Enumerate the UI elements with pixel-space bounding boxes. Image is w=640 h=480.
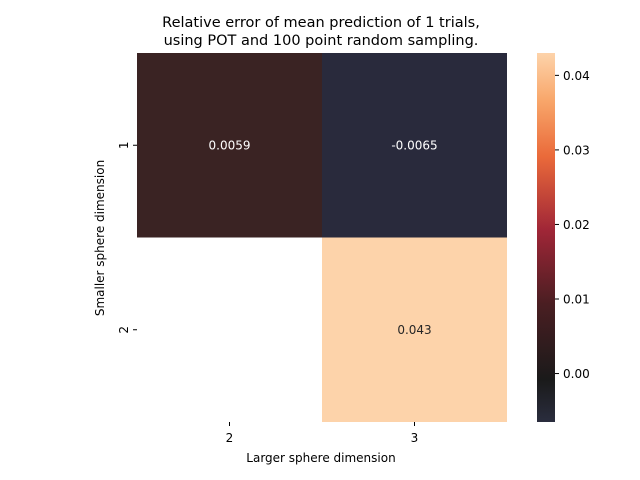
colorbar-tick-label: 0.02: [563, 218, 590, 232]
heatmap-cell-r0-c0: [137, 53, 322, 238]
heatmap-cells: 0.0059 -0.0065 0.043: [137, 53, 507, 422]
heatmap-cell-r1-c1: [322, 237, 507, 422]
colorbar: [537, 53, 555, 422]
y-tick-label: 2: [117, 326, 131, 334]
chart-title-line-2: using POT and 100 point random sampling.: [164, 33, 479, 49]
y-axis-label: Smaller sphere dimension: [93, 160, 107, 316]
x-tick-label: 2: [226, 431, 234, 445]
colorbar-ticks: 0.00 0.01 0.02 0.03 0.04: [555, 69, 590, 381]
chart-title-line-1: Relative error of mean prediction of 1 t…: [162, 15, 480, 31]
cell-value-label: -0.0065: [391, 138, 437, 152]
colorbar-tick-label: 0.03: [563, 143, 590, 157]
colorbar-tick-label: 0.01: [563, 293, 590, 307]
x-tick-label: 3: [411, 431, 419, 445]
colorbar-tick-label: 0.04: [563, 69, 590, 83]
x-axis-label: Larger sphere dimension: [246, 451, 395, 465]
colorbar-tick-label: 0.00: [563, 367, 590, 381]
y-tick-label: 1: [117, 141, 131, 149]
heatmap-cell-r0-c1: [322, 53, 507, 238]
cell-value-label: 0.0059: [209, 138, 251, 152]
cell-value-label: 0.043: [397, 323, 431, 337]
axis-ticks: 2 3 1 2: [117, 141, 418, 445]
